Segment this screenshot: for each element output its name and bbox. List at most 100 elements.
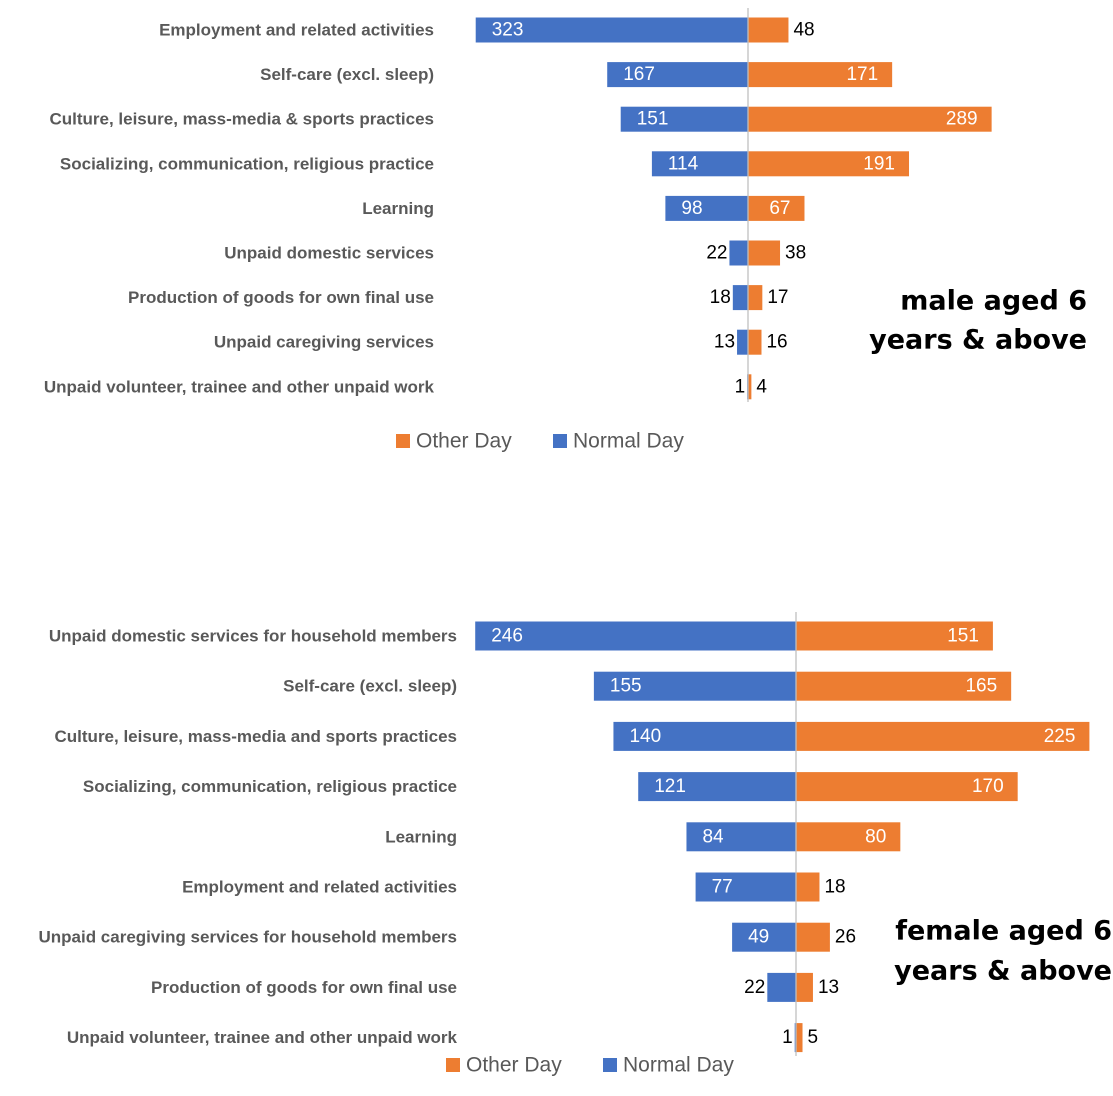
male-category-label: Socializing, communication, religious pr…: [60, 154, 434, 173]
male-other-day-bar: [748, 151, 910, 177]
male-category-label: Self-care (excl. sleep): [260, 65, 434, 84]
male-other-day-bar: [748, 195, 805, 221]
female-category-label: Production of goods for own final use: [151, 978, 457, 997]
male-category-label: Learning: [362, 199, 434, 218]
male-normal-day-bar: [475, 17, 748, 43]
male-other-day-value: 17: [767, 287, 788, 308]
female-other-day-bar: [796, 621, 993, 651]
female-normal-day-bar: [732, 922, 796, 952]
female-category-label: Self-care (excl. sleep): [283, 677, 457, 696]
female-other-day-value: 151: [947, 626, 979, 647]
female-normal-day-bar: [475, 621, 796, 651]
female-normal-day-value: 84: [702, 826, 724, 847]
male-other-day-value: 67: [769, 198, 790, 219]
female-category-label: Employment and related activities: [182, 878, 457, 897]
male-legend-other-day-label: Other Day: [416, 430, 512, 453]
female-normal-day-value: 155: [610, 676, 642, 697]
male-normal-day-value: 98: [681, 198, 702, 219]
male-normal-day-bar: [732, 285, 748, 311]
female-category-label: Culture, leisure, mass-media and sports …: [55, 727, 457, 746]
male-other-day-bar: [748, 329, 762, 355]
male-chart-title-line: male aged 6: [900, 286, 1087, 317]
female-category-label: Unpaid caregiving services for household…: [38, 928, 457, 947]
female-other-day-bar: [796, 671, 1012, 701]
female-other-day-bar: [796, 772, 1018, 802]
female-other-day-bar: [796, 1023, 803, 1053]
female-other-day-bar: [796, 721, 1090, 751]
male-normal-day-value: 151: [637, 109, 669, 130]
male-normal-day-value: 167: [623, 64, 655, 85]
female-other-day-bar: [796, 822, 901, 852]
male-normal-day-value: 323: [492, 20, 524, 41]
female-normal-day-bar: [767, 972, 796, 1002]
male-other-day-bar: [748, 240, 781, 266]
male-other-day-value: 38: [785, 243, 806, 264]
female-other-day-value: 5: [808, 1027, 819, 1048]
female-legend-other-day-swatch: [446, 1058, 460, 1072]
male-category-label: Unpaid volunteer, trainee and other unpa…: [44, 377, 435, 396]
female-other-day-value: 18: [824, 877, 845, 898]
male-legend-normal-day-swatch: [553, 434, 567, 448]
female-other-day-value: 26: [835, 927, 856, 948]
male-category-label: Employment and related activities: [159, 21, 434, 40]
male-category-label: Culture, leisure, mass-media & sports pr…: [49, 110, 434, 129]
male-other-day-bar: [748, 17, 789, 43]
female-normal-day-value: 1: [782, 1027, 793, 1048]
male-chart-title-line: years & above: [869, 325, 1087, 356]
female-chart-title-line: female aged 6: [895, 916, 1112, 947]
male-normal-day-bar: [737, 329, 748, 355]
female-other-day-value: 13: [818, 977, 839, 998]
male-other-day-value: 191: [863, 153, 895, 174]
male-other-day-bar: [748, 62, 893, 88]
female-legend-normal-day-label: Normal Day: [623, 1054, 734, 1077]
male-legend-normal-day-label: Normal Day: [573, 430, 684, 453]
female-normal-day-bar: [613, 721, 796, 751]
male-other-day-bar: [748, 374, 752, 400]
male-category-label: Unpaid domestic services: [224, 244, 434, 263]
female-normal-day-value: 246: [491, 626, 523, 647]
female-normal-day-bar: [593, 671, 796, 701]
female-other-day-bar: [796, 872, 820, 902]
female-other-day-value: 80: [865, 826, 886, 847]
male-other-day-bar: [748, 285, 763, 311]
female-normal-day-value: 77: [712, 877, 733, 898]
female-normal-day-bar: [695, 872, 796, 902]
male-normal-day-bar: [607, 62, 748, 88]
female-normal-day-value: 121: [654, 776, 686, 797]
male-normal-day-value: 1: [735, 376, 746, 397]
female-normal-day-bar: [794, 1023, 796, 1053]
female-other-day-value: 170: [972, 776, 1004, 797]
male-other-day-bar: [748, 106, 992, 132]
female-normal-day-bar: [638, 772, 796, 802]
male-normal-day-value: 18: [710, 287, 731, 308]
female-normal-day-bar: [686, 822, 796, 852]
male-other-day-value: 171: [846, 64, 878, 85]
female-category-label: Unpaid domestic services for household m…: [49, 627, 457, 646]
male-category-label: Unpaid caregiving services: [214, 333, 434, 352]
male-other-day-value: 48: [793, 20, 814, 41]
male-normal-day-bar: [729, 240, 748, 266]
female-category-label: Learning: [385, 827, 457, 846]
female-normal-day-value: 22: [744, 977, 765, 998]
female-category-label: Socializing, communication, religious pr…: [83, 777, 457, 796]
male-normal-day-value: 13: [714, 332, 735, 353]
female-normal-day-value: 140: [629, 726, 661, 747]
male-other-day-value: 4: [756, 376, 767, 397]
female-other-day-bar: [796, 922, 830, 952]
female-legend-normal-day-swatch: [603, 1058, 617, 1072]
male-normal-day-bar: [665, 195, 748, 221]
male-category-label: Production of goods for own final use: [128, 288, 434, 307]
female-other-day-bar: [796, 972, 813, 1002]
male-normal-day-value: 22: [706, 243, 727, 264]
female-other-day-value: 165: [965, 676, 997, 697]
female-category-label: Unpaid volunteer, trainee and other unpa…: [67, 1028, 458, 1047]
male-legend-other-day-swatch: [396, 434, 410, 448]
male-normal-day-value: 114: [668, 153, 699, 174]
male-normal-day-bar: [651, 151, 748, 177]
female-chart-title-line: years & above: [894, 956, 1112, 987]
male-other-day-value: 16: [766, 332, 787, 353]
female-other-day-value: 225: [1044, 726, 1076, 747]
male-other-day-value: 289: [946, 109, 978, 130]
